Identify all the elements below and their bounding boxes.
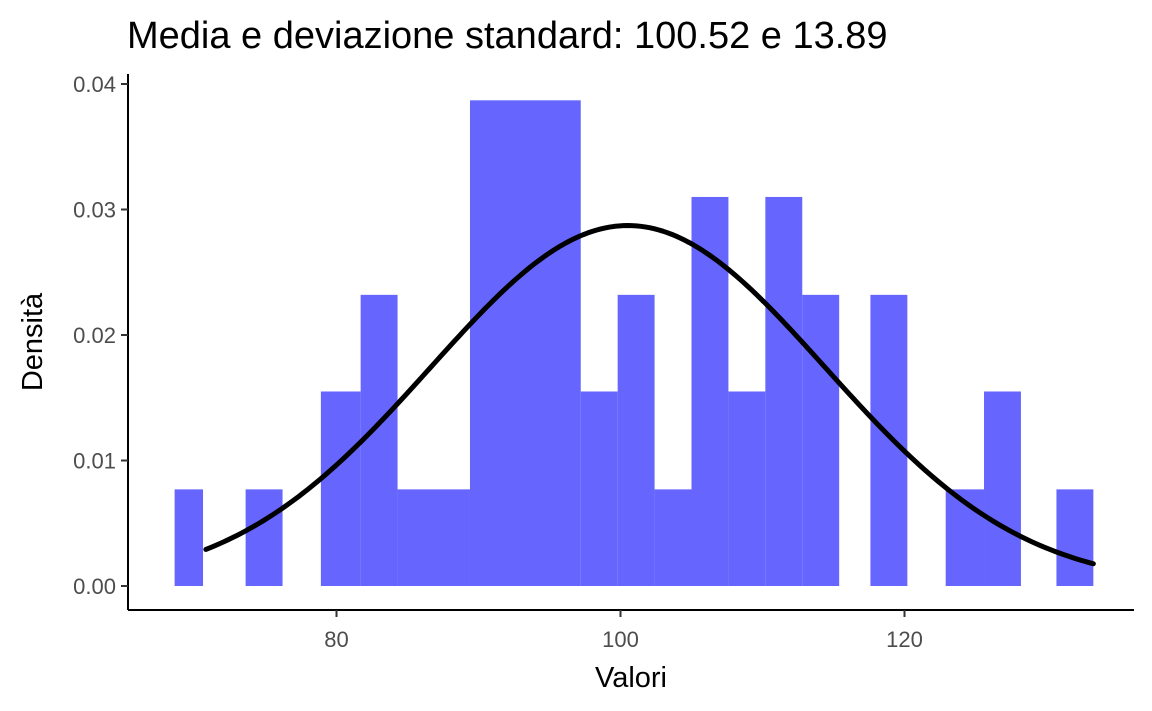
histogram-bar-11 <box>765 196 803 586</box>
histogram-bar-12 <box>802 294 840 586</box>
x-axis-title: Valori <box>595 662 667 694</box>
histogram-bar-16 <box>1056 489 1094 586</box>
histogram-bars <box>174 100 1094 586</box>
histogram-bar-10 <box>728 391 766 586</box>
histogram-bar-0 <box>174 489 204 586</box>
histogram-bar-4 <box>397 489 470 586</box>
y-axis-ticks: 0.00 0.01 0.02 0.03 0.04 <box>73 72 128 599</box>
y-axis-title: Densità <box>17 292 49 391</box>
x-tick-label-1: 100 <box>602 627 639 652</box>
histogram-bar-7 <box>617 294 655 586</box>
x-tick-label-2: 120 <box>886 627 923 652</box>
histogram-bar-6 <box>580 391 618 586</box>
histogram-bar-1 <box>245 489 283 586</box>
chart-title: Media e deviazione standard: 100.52 e 13… <box>127 15 888 57</box>
y-tick-label-1: 0.01 <box>73 449 116 474</box>
y-tick-label-2: 0.02 <box>73 323 116 348</box>
y-tick-label-3: 0.03 <box>73 198 116 223</box>
histogram-bar-13 <box>870 294 908 586</box>
histogram-bar-14 <box>945 489 985 586</box>
histogram-bar-8 <box>654 489 692 586</box>
histogram-bar-2 <box>320 391 361 586</box>
normal-density-curve <box>203 223 1096 567</box>
histogram-bar-15 <box>984 391 1021 586</box>
x-axis-ticks: 80 100 120 <box>324 610 923 652</box>
y-tick-label-4: 0.04 <box>73 72 116 97</box>
x-tick-label-0: 80 <box>324 627 348 652</box>
histogram-bar-3 <box>360 294 398 586</box>
y-tick-label-0: 0.00 <box>73 574 116 599</box>
histogram-bar-5 <box>469 100 581 586</box>
